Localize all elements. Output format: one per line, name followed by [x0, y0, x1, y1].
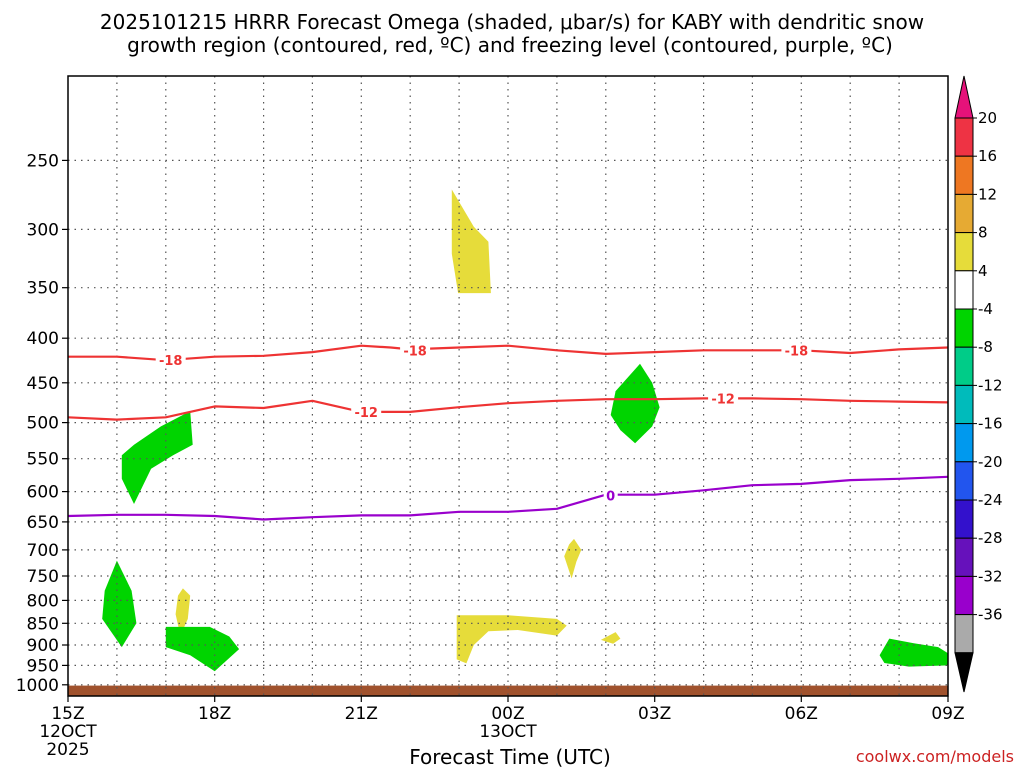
omega-shading-layer — [102, 189, 948, 672]
x-tick-label-6: 09Z — [931, 704, 964, 724]
x-tick-label-1: 18Z — [198, 704, 231, 724]
contour-label-1-0: -12 — [354, 406, 378, 421]
colorbar-segment-4 — [954, 270, 974, 310]
colorbar-label-0: 20 — [978, 109, 997, 127]
colorbar-segment-0 — [954, 117, 974, 157]
chart-title-line-1: 2025101215 HRRR Forecast Omega (shaded, … — [100, 10, 924, 34]
y-tick-label-350: 350 — [27, 279, 59, 299]
colorbar-segment-12 — [954, 575, 974, 616]
omega-region-1 — [121, 411, 193, 504]
contour-line-0 — [68, 344, 949, 362]
colorbar-label-7: -12 — [978, 376, 1003, 394]
colorbar-segment-1 — [954, 155, 974, 195]
contour-label-0-1: -18 — [403, 344, 427, 359]
contour-label-bg-2-0 — [603, 488, 618, 503]
contour-line-1 — [67, 397, 949, 421]
contour-label-1-1: -12 — [711, 392, 735, 407]
y-tick-label-500: 500 — [27, 414, 59, 434]
colorbar-label-2: 12 — [978, 185, 997, 203]
contour-layer: -18 -18 -18 -12 -12 0 — [67, 343, 949, 521]
x-tick-label-4: 03Z — [638, 704, 671, 724]
colorbar-segment-3 — [954, 232, 974, 272]
omega-region-9 — [879, 638, 948, 667]
colorbar-label-1: 16 — [978, 147, 997, 165]
omega-region-8 — [600, 632, 621, 644]
colorbar-segment-13 — [954, 614, 974, 654]
x-tick-year-0: 2025 — [46, 740, 89, 760]
colorbar-label-13: -36 — [978, 606, 1003, 624]
y-tick-label-800: 800 — [27, 591, 59, 611]
omega-region-4 — [102, 560, 137, 648]
omega-region-7 — [456, 615, 567, 664]
contour-label-bg-0-2 — [781, 343, 812, 358]
credit-text: coolwx.com/models — [856, 747, 1014, 766]
y-tick-label-750: 750 — [27, 567, 59, 587]
contour-label-2-0: 0 — [606, 489, 615, 504]
y-tick-label-600: 600 — [27, 483, 59, 503]
omega-region-0 — [451, 189, 491, 294]
y-tick-label-250: 250 — [27, 151, 59, 171]
colorbar-segment-8 — [954, 423, 974, 463]
contour-line-2 — [67, 475, 949, 521]
colorbar-segment-11 — [954, 537, 974, 577]
y-tick-label-650: 650 — [27, 513, 59, 533]
y-tick-label-700: 700 — [27, 541, 59, 561]
terrain-band — [68, 685, 948, 696]
x-tick-date-3: 13OCT — [479, 722, 537, 742]
y-tick-label-450: 450 — [27, 374, 59, 394]
grid-layer — [68, 76, 948, 696]
colorbar-label-10: -24 — [978, 491, 1003, 509]
chart-title-line-2: growth region (contoured, red, ºC) and f… — [127, 33, 893, 57]
x-tick-label-5: 06Z — [785, 704, 818, 724]
colorbar-label-3: 8 — [978, 224, 988, 242]
omega-region-6 — [165, 626, 240, 672]
colorbar-segment-9 — [954, 461, 974, 501]
contour-label-0-2: -18 — [785, 344, 809, 359]
y-tick-label-300: 300 — [27, 220, 59, 240]
x-tick-label-0: 15Z — [51, 704, 84, 724]
x-tick-label-2: 21Z — [345, 704, 378, 724]
contour-label-0-0: -18 — [159, 354, 183, 369]
omega-region-2 — [610, 363, 660, 444]
y-tick-label-1000: 1000 — [16, 676, 59, 696]
colorbar-bottom-arrow — [954, 652, 974, 693]
pressure-axis: 2503003504004505005506006507007508008509… — [16, 151, 68, 696]
x-axis-label: Forecast Time (UTC) — [409, 745, 611, 768]
colorbar-top-arrow — [954, 75, 974, 119]
colorbar-label-5: -4 — [978, 300, 993, 318]
colorbar-segment-7 — [954, 384, 974, 425]
colorbar-label-12: -32 — [978, 567, 1003, 585]
colorbar-label-8: -16 — [978, 415, 1003, 433]
colorbar-label-9: -20 — [978, 453, 1003, 471]
y-tick-label-400: 400 — [27, 329, 59, 349]
omega-colorbar: 20 16 12 8 4 -4 -8 -12 -16 -20 -24 -28 -32 -36 — [954, 75, 1003, 693]
colorbar-segment-10 — [954, 499, 974, 539]
contour-label-bg-1-0 — [351, 404, 382, 419]
colorbar-label-11: -28 — [978, 529, 1003, 547]
y-tick-label-900: 900 — [27, 636, 59, 656]
contour-label-bg-0-1 — [400, 343, 431, 358]
y-tick-label-550: 550 — [27, 450, 59, 470]
colorbar-label-4: 4 — [978, 262, 988, 280]
y-tick-label-950: 950 — [27, 656, 59, 676]
colorbar-segment-6 — [954, 346, 974, 386]
colorbar-segment-2 — [954, 193, 974, 234]
x-tick-label-3: 00Z — [491, 704, 524, 724]
y-tick-label-850: 850 — [27, 614, 59, 634]
x-tick-date-0: 12OCT — [39, 722, 97, 742]
colorbar-label-6: -8 — [978, 338, 993, 356]
colorbar-segment-5 — [954, 308, 974, 348]
terrain-layer — [68, 685, 948, 696]
contour-label-bg-1-1 — [708, 391, 739, 406]
contour-label-bg-0-0 — [155, 353, 186, 368]
omega-region-3 — [564, 538, 582, 579]
